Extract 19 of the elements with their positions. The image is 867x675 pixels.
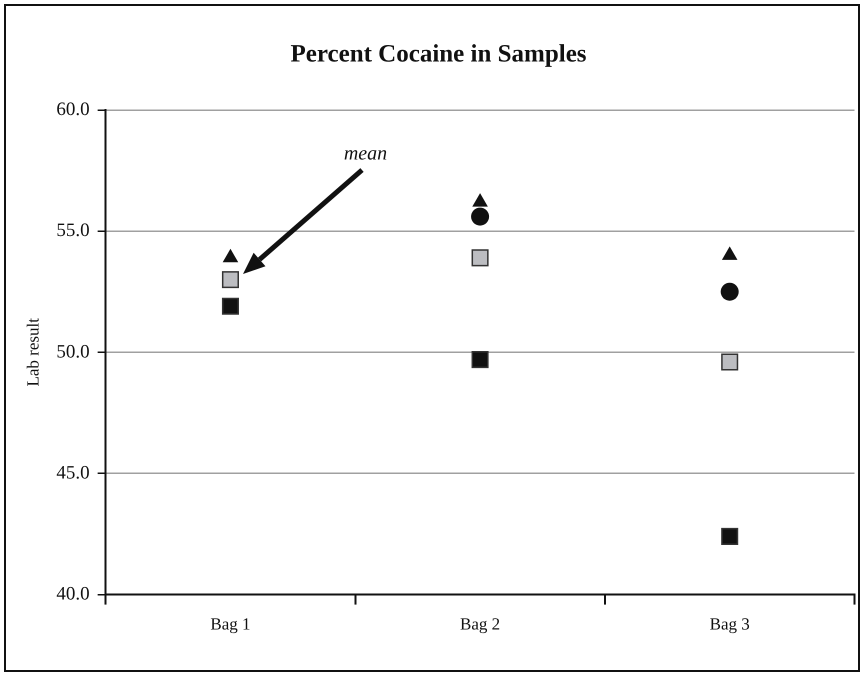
point: [721, 353, 738, 371]
x-tick-label: Bag 1: [210, 614, 251, 634]
y-tick-label: 50.0: [56, 341, 90, 362]
point: [720, 282, 739, 301]
y-axis-title: Lab result: [24, 318, 43, 387]
x-tick-label: Bag 3: [710, 614, 750, 634]
y-tick-label: 45.0: [56, 462, 90, 484]
y-tick-label: 55.0: [56, 220, 90, 242]
y-tick-label: 40.0: [56, 584, 90, 605]
chart-title: Percent Cocaine in Samples: [290, 40, 587, 68]
point: [721, 528, 738, 545]
point: [222, 298, 239, 315]
point: [471, 208, 490, 226]
x-tick-label: Bag 2: [460, 614, 500, 634]
annotation: mean: [344, 142, 388, 165]
y-tick-label: 60.0: [56, 98, 90, 120]
point: [472, 249, 489, 266]
point: [472, 351, 489, 368]
point: [222, 271, 239, 288]
